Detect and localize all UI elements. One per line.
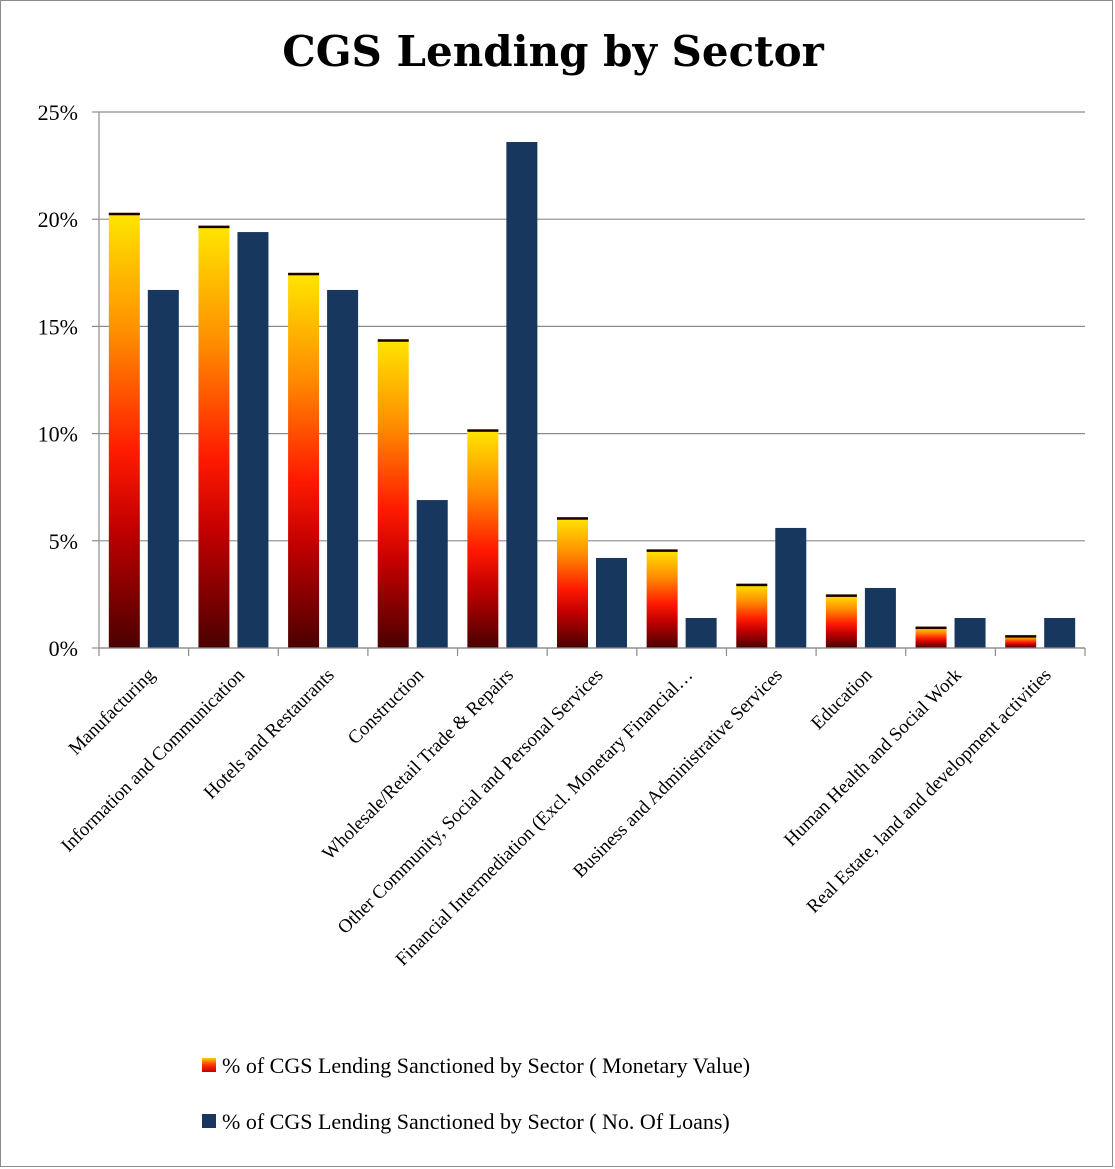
y-axis: 0% 5% 10% 15% 20% 25% xyxy=(38,100,99,661)
bar-loan-count xyxy=(417,500,448,648)
bar-cap xyxy=(109,213,140,216)
bar-loan-count xyxy=(775,528,806,648)
y-tick-label: 0% xyxy=(49,636,78,661)
bar-cap xyxy=(557,517,588,520)
bar-cap xyxy=(916,627,947,630)
bar-loan-count xyxy=(1044,618,1075,648)
bar-loan-count xyxy=(506,142,537,648)
bar-monetary-value xyxy=(736,584,767,648)
bar-cap xyxy=(467,429,498,432)
y-tick-label: 20% xyxy=(38,207,78,232)
x-tick-label: Information and Communication xyxy=(57,664,249,856)
bar-cap xyxy=(198,226,229,229)
bar-loan-count xyxy=(237,232,268,648)
bar-loan-count xyxy=(148,290,179,648)
bars xyxy=(109,142,1075,648)
legend-label: % of CGS Lending Sanctioned by Sector ( … xyxy=(222,1109,730,1134)
legend-label: % of CGS Lending Sanctioned by Sector ( … xyxy=(222,1053,750,1078)
legend-swatch-loan-count xyxy=(202,1114,216,1128)
bar-loan-count xyxy=(686,618,717,648)
x-tick-label: Financial Intermediation (Excl. Monetary… xyxy=(392,665,697,970)
bar-monetary-value xyxy=(557,517,588,648)
bar-cap xyxy=(736,584,767,587)
bar-monetary-value xyxy=(826,594,857,648)
bar-cap xyxy=(1005,635,1036,638)
bar-monetary-value xyxy=(288,273,319,648)
bar-monetary-value xyxy=(467,429,498,648)
bar-monetary-value xyxy=(198,226,229,648)
x-tick-label: Human Health and Social Work xyxy=(780,664,966,850)
bar-loan-count xyxy=(955,618,986,648)
y-tick-label: 10% xyxy=(38,422,78,447)
x-tick-label: Construction xyxy=(344,664,429,749)
legend-swatch-monetary-value xyxy=(202,1058,216,1072)
bar-monetary-value xyxy=(916,627,947,648)
legend: % of CGS Lending Sanctioned by Sector ( … xyxy=(202,1053,750,1134)
chart-title: CGS Lending by Sector xyxy=(282,27,824,76)
bar-loan-count xyxy=(327,290,358,648)
bar-cap xyxy=(378,339,409,342)
bar-cap xyxy=(826,594,857,597)
bar-loan-count xyxy=(596,558,627,648)
x-tick-label: Wholesale/Retail Trade & Repairs xyxy=(318,665,518,865)
x-tick-label: Education xyxy=(807,664,877,734)
y-tick-label: 15% xyxy=(38,314,78,339)
bar-monetary-value xyxy=(109,213,140,648)
bar-monetary-value xyxy=(647,549,678,648)
y-tick-label: 5% xyxy=(49,529,78,554)
bar-monetary-value xyxy=(378,339,409,648)
bar-loan-count xyxy=(865,588,896,648)
bar-cap xyxy=(288,273,319,276)
bar-cap xyxy=(647,549,678,552)
x-tick-label: Manufacturing xyxy=(65,664,160,759)
y-tick-label: 25% xyxy=(38,100,78,125)
